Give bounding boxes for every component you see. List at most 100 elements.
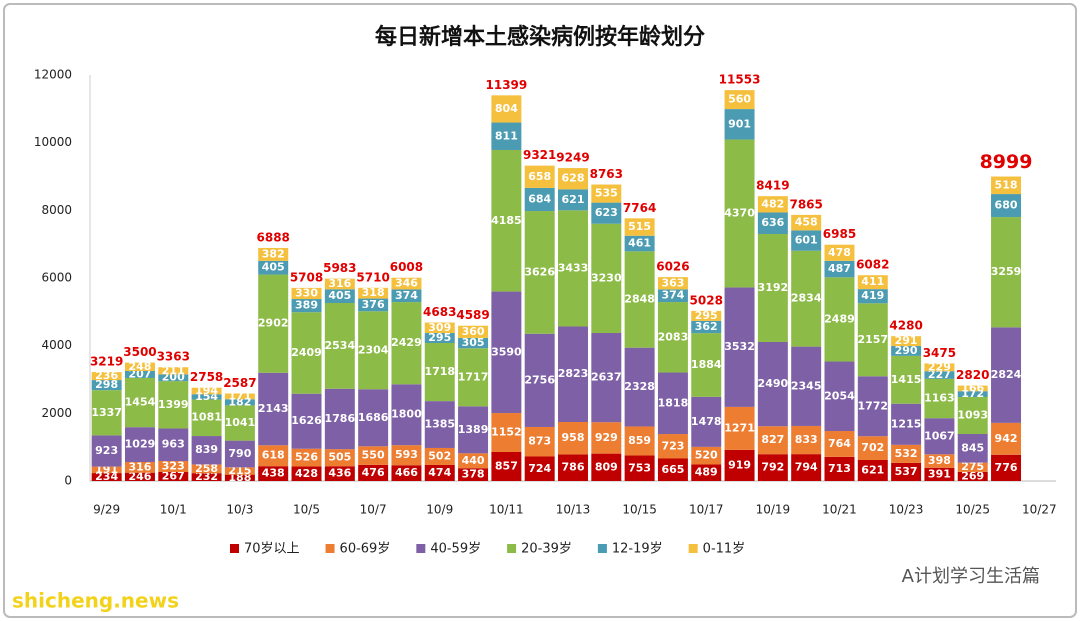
data-label: 2409	[291, 346, 322, 359]
legend-label: 70岁以上	[244, 542, 300, 557]
data-label: 942	[995, 432, 1018, 445]
bar-segment	[224, 393, 255, 400]
x-tick-label: 9/29	[93, 503, 120, 517]
legend-swatch	[688, 544, 698, 553]
data-label: 1215	[891, 417, 922, 430]
data-label: 378	[462, 468, 485, 481]
data-label: 405	[262, 261, 285, 274]
bar-segment	[991, 422, 1022, 455]
x-tick-label: 10/23	[889, 503, 924, 517]
bar-segment	[191, 387, 222, 395]
data-label: 2143	[258, 402, 289, 415]
data-label: 291	[895, 334, 918, 347]
bar-segment	[757, 196, 788, 213]
data-label: 929	[595, 431, 618, 444]
bar-segment	[291, 466, 322, 481]
x-tick-label: 10/19	[756, 503, 791, 517]
legend-label: 60-69岁	[340, 542, 391, 557]
bar-segment	[957, 385, 988, 392]
bar-segment	[891, 444, 922, 463]
data-label: 3192	[758, 281, 789, 294]
bar-segment	[791, 346, 822, 426]
bar-segment	[724, 406, 755, 450]
bar-segment	[524, 333, 555, 427]
bar-segment	[91, 372, 122, 381]
bar-segment	[524, 456, 555, 481]
bar-segment	[824, 431, 855, 457]
data-label: 963	[162, 438, 185, 451]
data-label: 2834	[791, 292, 822, 305]
bar-segment	[91, 380, 122, 391]
bar-segment	[991, 194, 1022, 218]
bar-segment	[624, 426, 655, 456]
bar-segment	[291, 312, 322, 394]
bar-segment	[791, 214, 822, 231]
data-label: 1081	[191, 411, 222, 424]
data-label: 1718	[424, 365, 455, 378]
bar-segment	[691, 446, 722, 465]
bar-segment	[757, 341, 788, 427]
bar-segment	[191, 436, 222, 465]
data-label: 411	[861, 275, 884, 288]
data-label: 2823	[558, 367, 589, 380]
data-label: 461	[628, 237, 651, 250]
bar-segment	[458, 325, 489, 338]
bar-segment	[391, 289, 422, 303]
data-label: 786	[562, 461, 585, 474]
data-label: 2534	[325, 339, 356, 352]
data-label: 267	[162, 469, 185, 482]
data-label: 1152	[491, 426, 522, 439]
data-label: 374	[395, 289, 418, 302]
data-label: 1271	[724, 421, 755, 434]
bar-segment	[657, 458, 688, 481]
data-label: 873	[528, 435, 551, 448]
data-label: 1389	[458, 423, 489, 436]
bar-segment	[424, 401, 455, 448]
data-label: 628	[562, 172, 585, 185]
bar-segment	[358, 298, 389, 312]
bar-segment	[358, 287, 389, 299]
bar-segment	[757, 454, 788, 481]
bar-segment	[391, 384, 422, 446]
bar-segment	[258, 260, 289, 275]
data-label: 804	[495, 102, 518, 115]
data-label: 487	[828, 262, 851, 275]
legend-swatch	[597, 544, 607, 553]
y-tick-label: 10000	[34, 135, 72, 149]
data-label: 3626	[524, 265, 555, 278]
data-label: 323	[162, 460, 185, 473]
watermark: A计划学习生活篇	[902, 566, 1040, 587]
data-label: 330	[295, 286, 318, 299]
bar-segment	[324, 466, 355, 481]
bar-segment	[857, 376, 888, 437]
data-label: 4185	[491, 214, 522, 227]
data-label: 3532	[724, 340, 755, 353]
total-label: 6888	[257, 230, 290, 244]
y-tick-label: 6000	[41, 271, 72, 285]
bar-segment	[991, 217, 1022, 328]
data-label: 234	[95, 470, 118, 483]
bar-segment	[458, 468, 489, 481]
x-tick-label: 10/27	[1022, 503, 1057, 517]
x-tick-label: 10/7	[360, 503, 387, 517]
data-label: 391	[928, 467, 951, 480]
bar-segment	[757, 233, 788, 342]
data-label: 2328	[624, 380, 655, 393]
bar-segment	[591, 184, 622, 203]
bar-segment	[124, 362, 155, 371]
total-label: 6008	[390, 260, 423, 274]
bar-segment	[791, 454, 822, 481]
data-label: 1884	[691, 358, 722, 371]
data-label: 1041	[225, 416, 256, 429]
bar-segment	[857, 436, 888, 460]
bar-segment	[458, 348, 489, 407]
bar-segment	[824, 456, 855, 481]
total-label: 3475	[923, 346, 956, 360]
data-label: 518	[995, 178, 1018, 191]
data-label: 482	[761, 197, 784, 210]
data-label: 764	[828, 437, 851, 450]
data-label: 4370	[724, 206, 755, 219]
bar-segment	[91, 390, 122, 436]
x-tick-label: 10/5	[293, 503, 320, 517]
bar-segment	[558, 421, 588, 455]
